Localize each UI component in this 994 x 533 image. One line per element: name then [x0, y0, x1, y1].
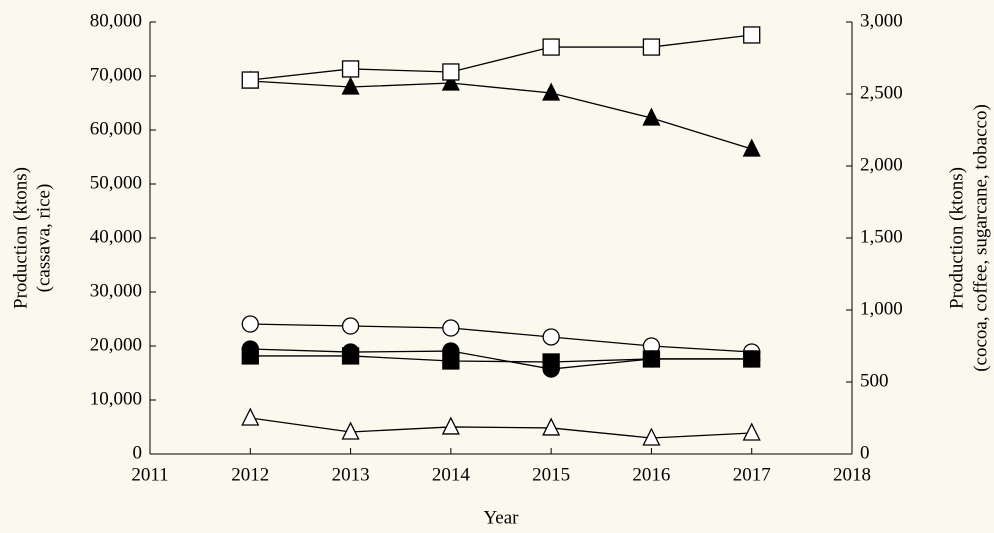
y-tick-label: 50,000 — [90, 172, 142, 193]
x-tick-label: 2016 — [632, 464, 670, 485]
square-marker — [443, 353, 459, 369]
triangle-marker — [744, 140, 760, 156]
square-marker — [543, 354, 559, 370]
y2-tick-label: 3,000 — [860, 10, 903, 31]
y2-tick-label: 1,500 — [860, 226, 903, 247]
series-line — [250, 356, 751, 362]
x-tick-label: 2014 — [432, 464, 471, 485]
series-line — [250, 324, 751, 352]
square-marker — [242, 348, 258, 364]
triangle-marker — [744, 424, 760, 440]
x-tick-label: 2011 — [131, 464, 168, 485]
circle-marker — [343, 318, 359, 334]
y-tick-label: 10,000 — [90, 388, 142, 409]
y2-axis-title: Production (ktons) — [946, 167, 967, 309]
square-marker — [643, 39, 659, 55]
square-marker — [744, 27, 760, 43]
square-marker — [744, 351, 760, 367]
y2-tick-label: 2,500 — [860, 82, 903, 103]
y-tick-label: 0 — [133, 442, 143, 463]
y-tick-label: 20,000 — [90, 334, 142, 355]
x-tick-label: 2017 — [733, 464, 771, 485]
square-marker — [343, 348, 359, 364]
triangle-marker — [242, 409, 258, 425]
y-tick-label: 60,000 — [90, 118, 142, 139]
series-line — [250, 35, 751, 80]
triangle-marker — [343, 78, 359, 94]
y-axis-title: (cassava, rice) — [33, 184, 54, 293]
circle-marker — [242, 316, 258, 332]
x-tick-label: 2015 — [532, 464, 570, 485]
y-tick-label: 40,000 — [90, 226, 142, 247]
series-line — [250, 81, 751, 149]
y-tick-label: 30,000 — [90, 280, 142, 301]
square-marker — [543, 39, 559, 55]
square-marker — [343, 61, 359, 77]
x-tick-label: 2018 — [833, 464, 871, 485]
series-line — [250, 418, 751, 438]
x-tick-label: 2013 — [332, 464, 370, 485]
y2-tick-label: 500 — [860, 370, 889, 391]
square-marker — [242, 72, 258, 88]
circle-marker — [543, 329, 559, 345]
circle-marker — [443, 320, 459, 336]
x-axis-title: Year — [483, 507, 519, 528]
square-marker — [443, 64, 459, 80]
triangle-marker — [443, 418, 459, 434]
y-tick-label: 70,000 — [90, 64, 142, 85]
y2-axis-title: (cocoa, coffee, sugarcane, tobacco) — [970, 104, 991, 372]
y-tick-label: 80,000 — [90, 10, 142, 31]
y-axis-title: Production (ktons) — [10, 167, 31, 309]
y2-tick-label: 1,000 — [860, 298, 903, 319]
page: Year Production (ktons) (cassava, rice) … — [0, 0, 994, 533]
y2-tick-label: 0 — [860, 442, 870, 463]
y2-tick-label: 2,000 — [860, 154, 903, 175]
chart: Year Production (ktons) (cassava, rice) … — [0, 0, 994, 533]
triangle-marker — [543, 419, 559, 435]
x-tick-label: 2012 — [231, 464, 269, 485]
square-marker — [643, 351, 659, 367]
